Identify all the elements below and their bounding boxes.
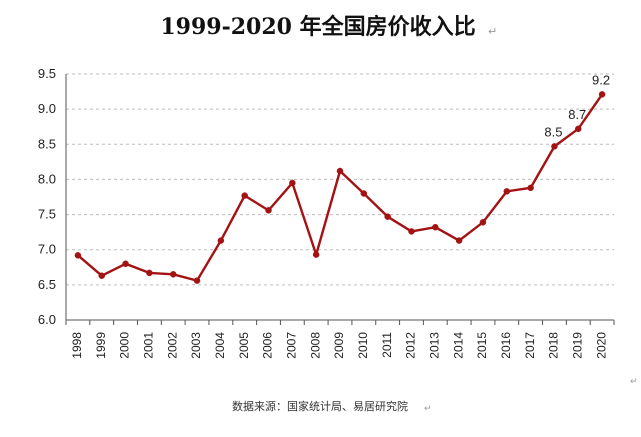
source-line-mark: ↵ (424, 404, 432, 414)
data-point-2017 (527, 184, 534, 192)
y-tick-label: 8.5 (38, 136, 56, 151)
x-tick-label: 1998 (70, 332, 84, 359)
x-tick-label: 2008 (308, 332, 322, 359)
x-tick-label: 2020 (594, 332, 608, 359)
x-tick-label: 2006 (261, 332, 275, 359)
x-tick-label: 1999 (94, 332, 108, 359)
x-tick-label: 2015 (475, 332, 489, 359)
data-point-2003 (193, 277, 201, 284)
series-line (76, 93, 604, 282)
x-tick-label: 2000 (118, 332, 132, 359)
y-tick-label: 8.0 (38, 171, 56, 186)
x-tick-label: 2003 (189, 332, 203, 359)
data-point-2009 (336, 167, 344, 175)
data-point-2012 (408, 228, 415, 235)
x-tick-label: 2019 (570, 332, 584, 359)
x-tick-label: 2014 (451, 332, 465, 359)
y-axis: 6.0 6.5 7.0 7.5 8.0 8.5 9.0 9.5 (38, 66, 67, 327)
data-label-2018: 8.5 (544, 124, 562, 139)
x-tick-label: 2005 (237, 332, 251, 359)
data-point-2011 (384, 213, 391, 220)
data-point-2001 (146, 269, 153, 277)
chart-title: 1999-2020 年全国房价收入比 (160, 14, 475, 40)
data-point-2004 (217, 237, 225, 244)
x-tick-label: 2002 (165, 332, 179, 359)
y-tick-label: 9.5 (38, 66, 56, 81)
x-tick-label: 2013 (427, 332, 441, 359)
x-tick-label: 2016 (499, 332, 513, 359)
data-label-2020: 9.2 (592, 72, 610, 87)
data-point-2000 (122, 260, 129, 268)
data-point-2008 (312, 251, 320, 258)
data-point-2019 (575, 125, 582, 133)
x-tick-label: 2010 (356, 332, 370, 359)
data-point-2002 (169, 271, 177, 278)
data-point-2016 (503, 188, 511, 195)
y-tick-label: 6.5 (38, 277, 56, 292)
data-labels: 8.5 8.7 9.2 (544, 72, 610, 139)
data-point-2018 (551, 143, 558, 150)
data-point-1999 (98, 272, 105, 279)
x-tick-label: 2012 (404, 332, 418, 359)
data-point-1998 (74, 252, 82, 259)
data-point-2010 (360, 190, 368, 197)
x-tick-label: 2018 (547, 332, 561, 359)
data-point-2014 (455, 237, 463, 244)
data-point-2005 (241, 192, 248, 199)
data-point-2020 (598, 91, 606, 98)
x-tick-label: 2001 (142, 332, 156, 359)
source-note: 数据来源：国家统计局、易居研究院 (232, 399, 408, 413)
x-tick-label: 2017 (523, 332, 537, 359)
title-line-mark: ↵ (488, 25, 497, 38)
x-tick-label: 2007 (285, 332, 299, 359)
gridlines (66, 73, 614, 286)
x-tick-label: 2011 (380, 332, 394, 358)
edge-line-mark: ↵ (630, 377, 638, 387)
series-layer (74, 91, 606, 284)
data-point-2015 (479, 219, 487, 226)
x-tick-label: 2009 (332, 332, 346, 359)
y-tick-label: 9.0 (38, 101, 56, 116)
data-label-2019: 8.7 (568, 107, 586, 122)
data-point-2006 (265, 207, 272, 214)
y-tick-label: 6.0 (38, 312, 56, 327)
x-axis: 1998 1999 2000 2001 2002 2003 2004 2005 2006 2007… (65, 319, 615, 359)
data-point-2007 (289, 179, 296, 187)
x-tick-label: 2004 (213, 332, 227, 359)
data-point-2013 (432, 223, 439, 231)
y-tick-label: 7.0 (38, 242, 56, 257)
y-tick-label: 7.5 (38, 207, 56, 222)
